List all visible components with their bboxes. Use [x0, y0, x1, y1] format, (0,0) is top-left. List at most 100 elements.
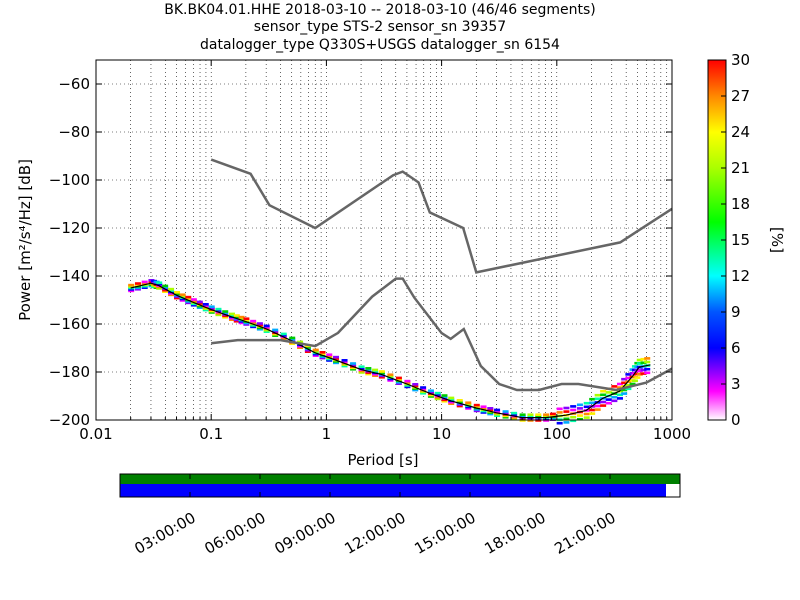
- y-tick-label: −120: [49, 219, 90, 237]
- psd-cell: [196, 304, 203, 308]
- psd-cell: [256, 327, 263, 331]
- psd-cell: [350, 366, 357, 370]
- psd-cell: [480, 406, 487, 410]
- psd-cell: [222, 315, 229, 319]
- psd-cell: [535, 414, 542, 418]
- psd-cell: [465, 405, 472, 409]
- psd-cell: [134, 286, 141, 290]
- psd-axes: 0.01 0.1 1 10 100 1000 −200 −180 −160 −140 −120 −10…: [49, 59, 691, 443]
- psd-cell: [243, 323, 250, 326]
- y-tick-label: −200: [49, 411, 90, 429]
- psd-cell: [494, 410, 501, 413]
- psd-cell: [243, 321, 250, 325]
- psd-cell: [527, 414, 534, 418]
- psd-cell: [640, 368, 647, 372]
- psd-cell: [611, 385, 618, 388]
- psd-cell: [228, 314, 235, 317]
- psd-cell: [511, 416, 518, 419]
- psd-cell: [272, 328, 279, 332]
- psd-cell: [341, 360, 348, 364]
- psd-cell: [583, 412, 590, 416]
- psd-cell: [456, 403, 463, 406]
- psd-cell: [289, 336, 296, 340]
- psd-cell: [250, 324, 257, 327]
- psd-cell: [473, 408, 480, 411]
- psd-cell: [141, 286, 148, 289]
- y-tick-label: −160: [49, 315, 90, 333]
- psd-cell: [185, 295, 192, 299]
- x-tick-label: 100: [542, 425, 571, 443]
- psd-cell: [576, 417, 583, 421]
- psd-cell: [556, 421, 563, 425]
- x-axis-label: Period [s]: [347, 451, 418, 469]
- psd-cell: [502, 411, 509, 415]
- psd-cell: [174, 291, 181, 294]
- psd-cell: [333, 360, 340, 363]
- psd-cell: [605, 401, 612, 405]
- psd-cell: [420, 387, 427, 391]
- psd-cell: [625, 373, 632, 376]
- psd-cell: [634, 376, 641, 379]
- psd-cell: [473, 403, 480, 407]
- y-tick-label: −60: [58, 75, 90, 93]
- psd-cell: [333, 357, 340, 360]
- psd-cell: [625, 383, 632, 387]
- psd-cell: [222, 314, 229, 318]
- x-tick-label: 0.1: [199, 425, 223, 443]
- psd-cell: [190, 302, 197, 306]
- psd-cell: [563, 421, 570, 424]
- psd-cell: [272, 332, 279, 336]
- psd-cell: [256, 322, 263, 325]
- psd-cell: [441, 394, 448, 397]
- psd-cell: [434, 396, 441, 399]
- y-tick-label: −100: [49, 171, 90, 189]
- psd-cell: [576, 414, 583, 417]
- psd-cell: [256, 323, 263, 327]
- psd-cell: [233, 318, 240, 322]
- psd-cell: [162, 284, 169, 288]
- psd-cell: [420, 386, 427, 389]
- psd-cell: [263, 326, 270, 329]
- psd-cell: [480, 405, 487, 409]
- psd-cell: [238, 315, 245, 319]
- psd-cell: [341, 359, 348, 362]
- psd-cell: [543, 414, 550, 418]
- psd-cell: [196, 302, 203, 305]
- psd-cell: [196, 300, 203, 304]
- y-axis-label: Power [m²/s⁴/Hz] [dB]: [16, 159, 34, 321]
- psd-cell: [297, 344, 304, 348]
- psd-cell: [243, 318, 250, 322]
- psd-cell: [202, 304, 209, 308]
- psd-cell: [128, 288, 135, 291]
- psd-cell: [319, 355, 326, 358]
- psd-cell: [333, 355, 340, 359]
- psd-cell: [215, 312, 222, 315]
- psd-cell: [222, 310, 229, 313]
- psd-cell: [549, 416, 556, 420]
- colorbar-tick-label: 12: [731, 267, 750, 285]
- psd-cell: [465, 402, 472, 406]
- psd-cell: [174, 295, 181, 298]
- noise-model-nhnm: [210, 158, 673, 274]
- psd-cell: [319, 351, 326, 354]
- colorbar-tick-label: 0: [731, 411, 741, 429]
- psd-cell: [312, 348, 319, 352]
- psd-cell: [448, 396, 455, 400]
- psd-cell: [448, 398, 455, 401]
- psd-cell: [174, 292, 181, 296]
- psd-cell: [134, 287, 141, 291]
- psd-cell: [502, 410, 509, 413]
- psd-cell: [280, 336, 287, 340]
- psd-cell: [583, 416, 590, 419]
- psd-cell: [412, 384, 419, 388]
- psd-cell: [319, 352, 326, 356]
- psd-cell: [589, 397, 596, 401]
- psd-cell: [304, 350, 311, 353]
- psd-cell: [289, 338, 296, 341]
- psd-cell: [434, 391, 441, 395]
- psd-cell: [326, 357, 333, 361]
- psd-cell: [621, 388, 628, 392]
- psd-cell: [304, 346, 311, 349]
- psd-cell: [412, 387, 419, 390]
